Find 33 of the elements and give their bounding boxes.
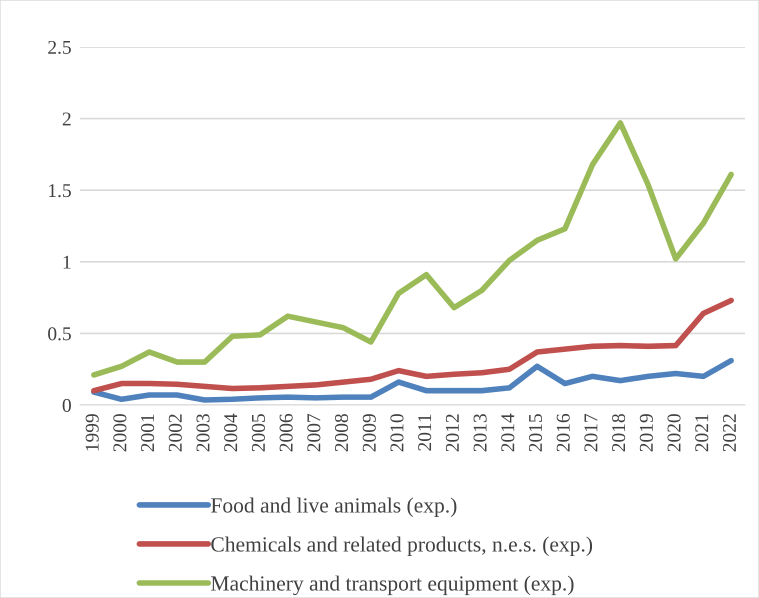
y-tick-label: 2.5 bbox=[48, 40, 71, 54]
x-tick-label: 1999 bbox=[86, 414, 99, 451]
x-tick-label: 2006 bbox=[280, 414, 293, 452]
legend-label: Food and live animals (exp.) bbox=[211, 498, 456, 518]
x-tick-label: 2007 bbox=[307, 414, 320, 452]
x-tick-label: 2005 bbox=[252, 414, 265, 452]
x-tick-label: 2001 bbox=[141, 414, 154, 452]
legend-label: Machinery and transport equipment (exp.) bbox=[211, 576, 574, 596]
x-tick-label: 2000 bbox=[113, 414, 126, 452]
x-tick-label: 2013 bbox=[474, 414, 487, 452]
x-tick-label: 2009 bbox=[362, 414, 376, 452]
y-tick-label: 1.5 bbox=[49, 184, 71, 198]
x-tick-label: 2002 bbox=[168, 414, 182, 452]
x-tick-label: 2017 bbox=[584, 414, 598, 452]
x-tick-label: 2019 bbox=[640, 414, 653, 452]
x-tick-label: 2010 bbox=[390, 414, 404, 452]
x-tick-label: 2022 bbox=[722, 414, 736, 452]
y-tick-label: 2 bbox=[62, 112, 71, 126]
x-tick-label: 2003 bbox=[196, 414, 210, 452]
x-tick-label: 2018 bbox=[612, 414, 626, 452]
y-tick-label: 1 bbox=[64, 256, 70, 269]
x-tick-label: 2012 bbox=[446, 414, 459, 452]
x-tick-label: 2008 bbox=[334, 414, 348, 452]
y-tick-label: 0 bbox=[62, 398, 71, 412]
x-tick-label: 2016 bbox=[556, 414, 570, 452]
x-tick-label: 2015 bbox=[528, 414, 542, 452]
x-tick-label: 2021 bbox=[695, 414, 708, 452]
y-tick-label: 0.5 bbox=[48, 327, 71, 340]
legend-label: Chemicals and related products, n.e.s. (exp.) bbox=[211, 536, 592, 556]
x-tick-label: 2020 bbox=[667, 414, 681, 452]
x-tick-label: 2014 bbox=[501, 414, 514, 452]
x-tick-label: 2004 bbox=[224, 414, 238, 452]
x-tick-label: 2011 bbox=[418, 414, 432, 451]
